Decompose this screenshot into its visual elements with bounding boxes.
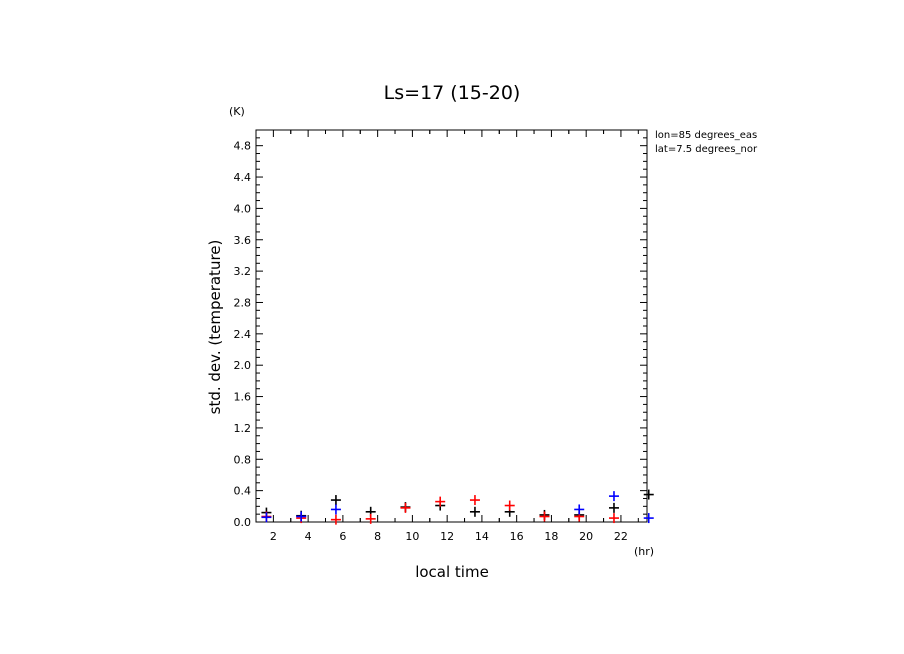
y-tick-label: 4.4 bbox=[234, 171, 252, 184]
y-tick-label: 3.6 bbox=[234, 234, 252, 247]
y-tick-label: 0.4 bbox=[234, 485, 252, 498]
x-tick-label: 12 bbox=[440, 530, 454, 543]
y-tick-label: 1.2 bbox=[234, 422, 252, 435]
x-tick-label: 18 bbox=[544, 530, 558, 543]
data-point bbox=[330, 495, 341, 506]
data-point bbox=[435, 496, 446, 507]
x-tick-label: 20 bbox=[579, 530, 593, 543]
y-tick-label: 2.4 bbox=[234, 328, 252, 341]
data-point bbox=[504, 500, 515, 511]
y-tick-label: 2.8 bbox=[234, 296, 252, 309]
data-point bbox=[608, 502, 619, 513]
y-tick-label: 3.2 bbox=[234, 265, 252, 278]
x-tick-label: 2 bbox=[270, 530, 277, 543]
data-point bbox=[574, 504, 585, 515]
data-point bbox=[608, 491, 619, 502]
data-point bbox=[330, 514, 341, 525]
x-tick-label: 6 bbox=[339, 530, 346, 543]
x-tick-label: 10 bbox=[405, 530, 419, 543]
annotation-lon: lon=85 degrees_eas bbox=[655, 130, 757, 141]
data-marks bbox=[261, 489, 654, 525]
axis-ticks: 0.0 0.4 0.8 1.2 1.6 2.0 2.4 2.8 3.2 3.6 4.0 4.4 4.8 2… bbox=[234, 129, 647, 543]
plot-frame bbox=[255, 129, 648, 523]
data-point bbox=[539, 511, 550, 522]
data-point bbox=[643, 513, 654, 524]
data-point bbox=[469, 495, 480, 506]
x-axis-label: local time bbox=[415, 563, 489, 581]
y-tick-label: 0.0 bbox=[234, 516, 252, 529]
x-tick-label: 14 bbox=[475, 530, 489, 543]
annotation-lat: lat=7.5 degrees_nor bbox=[655, 144, 758, 155]
y-tick-label: 0.8 bbox=[234, 453, 252, 466]
data-point bbox=[608, 513, 619, 524]
y-tick-label: 4.0 bbox=[234, 202, 252, 215]
data-point bbox=[365, 513, 376, 524]
y-tick-label: 4.8 bbox=[234, 140, 252, 153]
x-tick-label: 22 bbox=[614, 530, 628, 543]
y-axis-label: std. dev. (temperature) bbox=[206, 240, 224, 415]
y-tick-label: 2.0 bbox=[234, 359, 252, 372]
x-tick-label: 16 bbox=[510, 530, 524, 543]
data-point bbox=[469, 506, 480, 517]
x-tick-label: 4 bbox=[305, 530, 312, 543]
data-point bbox=[400, 502, 411, 513]
data-point bbox=[643, 489, 654, 500]
x-tick-label: 8 bbox=[374, 530, 381, 543]
x-unit-label: (hr) bbox=[634, 545, 654, 558]
data-point bbox=[261, 512, 272, 523]
y-unit-label: (K) bbox=[229, 105, 245, 118]
data-point bbox=[330, 504, 341, 515]
chart-title: Ls=17 (15-20) bbox=[384, 82, 521, 104]
data-point bbox=[296, 511, 307, 522]
y-tick-label: 1.6 bbox=[234, 391, 252, 404]
